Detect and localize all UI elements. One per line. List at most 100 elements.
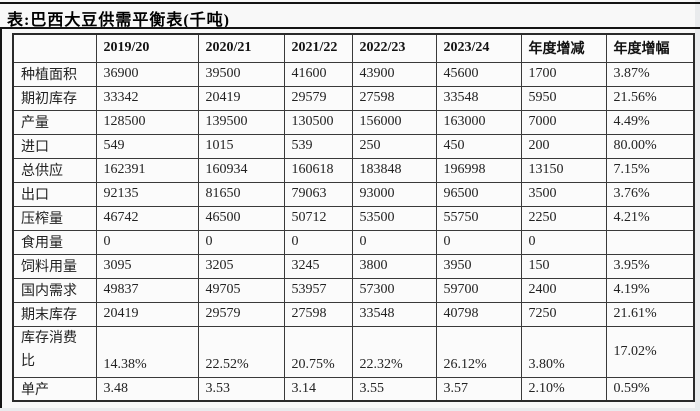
data-cell: 80.00%	[605, 133, 695, 159]
column-header: 年度增减	[520, 33, 607, 63]
row-label: 产量	[12, 109, 97, 135]
data-cell: 163000	[435, 109, 522, 135]
data-cell: 21.61%	[605, 301, 695, 327]
data-cell: 2.10%	[520, 376, 607, 402]
row-label: 进口	[12, 133, 97, 159]
data-cell: 0	[351, 229, 437, 255]
data-cell: 40798	[435, 301, 522, 327]
data-cell: 41600	[283, 61, 353, 87]
data-cell: 183848	[351, 157, 437, 183]
row-label: 食用量	[12, 229, 97, 255]
data-cell: 0	[197, 229, 285, 255]
data-cell: 162391	[95, 157, 199, 183]
header-row: 2019/20 2020/21 2021/22 2022/23 2023/24 年度增减年…	[12, 33, 695, 63]
row-label: 单产	[12, 376, 97, 402]
data-cell: 160618	[283, 157, 353, 183]
data-cell: 3.95%	[605, 253, 695, 279]
row-label: 压榨量	[12, 205, 97, 231]
data-cell: 46500	[197, 205, 285, 231]
data-cell: 53957	[283, 277, 353, 303]
data-cell: 33548	[435, 85, 522, 111]
left-border-line	[0, 28, 2, 408]
table-row: 单产 3.48 3.53 3.14 3.55 3.57 2.10% 0.59%	[12, 376, 695, 402]
data-cell: 50712	[283, 205, 353, 231]
data-cell: 29579	[283, 85, 353, 111]
row-label-header	[12, 33, 97, 63]
data-cell: 539	[283, 133, 353, 159]
data-cell: 59700	[435, 277, 522, 303]
data-cell: 27598	[283, 301, 353, 327]
data-cell: 26.12%	[435, 325, 522, 378]
data-cell: 7250	[520, 301, 607, 327]
data-cell: 2250	[520, 205, 607, 231]
table-header: 2019/20 2020/21 2021/22 2022/23 2023/24 年度增减年…	[12, 33, 695, 63]
data-cell: 2400	[520, 277, 607, 303]
data-cell: 3.57	[435, 376, 522, 402]
data-cell: 3095	[95, 253, 199, 279]
table-row: 期初库存 33342 20419 29579 27598 33548 5950 21.56%	[12, 85, 695, 111]
column-header: 2022/23	[351, 33, 437, 63]
data-cell: 200	[520, 133, 607, 159]
top-border-line	[0, 2, 700, 4]
data-cell: 7.15%	[605, 157, 695, 183]
data-cell: 3800	[351, 253, 437, 279]
data-cell: 130500	[283, 109, 353, 135]
data-cell: 93000	[351, 181, 437, 207]
data-cell: 79063	[283, 181, 353, 207]
data-cell: 20419	[95, 301, 199, 327]
table-row: 国内需求 49837 49705 53957 57300 59700 2400 4.19%	[12, 277, 695, 303]
data-cell: 250	[351, 133, 437, 159]
data-cell: 0.59%	[605, 376, 695, 402]
data-cell: 3245	[283, 253, 353, 279]
data-cell: 46742	[95, 205, 199, 231]
data-cell: 450	[435, 133, 522, 159]
data-cell: 4.21%	[605, 205, 695, 231]
table-body: 种植面积 36900 39500 41600 43900 45600 1700 3.87% 期初…	[12, 61, 695, 402]
table-row: 期末库存 20419 29579 27598 33548 40798 7250 21.61%	[12, 301, 695, 327]
table-row: 出口 92135 81650 79063 93000 96500 3500 3.76%	[12, 181, 695, 207]
data-cell: 14.38%	[95, 325, 199, 378]
table-row: 食用量 0 0 0 0 0 0	[12, 229, 695, 255]
table-row: 进口 549 1015 539 250 450 200 80.00%	[12, 133, 695, 159]
data-cell: 139500	[197, 109, 285, 135]
data-cell: 3500	[520, 181, 607, 207]
data-cell: 5950	[520, 85, 607, 111]
table-row: 压榨量 46742 46500 50712 53500 55750 2250 4.21%	[12, 205, 695, 231]
data-cell: 196998	[435, 157, 522, 183]
data-cell: 3.55	[351, 376, 437, 402]
data-cell: 1700	[520, 61, 607, 87]
table-title: 表:巴西大豆供需平衡表(千吨)	[7, 12, 230, 29]
data-cell: 39500	[197, 61, 285, 87]
data-cell: 1015	[197, 133, 285, 159]
data-cell: 57300	[351, 277, 437, 303]
data-cell: 160934	[197, 157, 285, 183]
supply-demand-balance-table: 2019/20 2020/21 2021/22 2022/23 2023/24 年度增减年…	[12, 33, 695, 402]
data-cell: 29579	[197, 301, 285, 327]
data-cell: 55750	[435, 205, 522, 231]
data-cell: 96500	[435, 181, 522, 207]
data-cell: 21.56%	[605, 85, 695, 111]
data-cell: 45600	[435, 61, 522, 87]
data-cell: 7000	[520, 109, 607, 135]
data-cell: 13150	[520, 157, 607, 183]
data-cell: 33342	[95, 85, 199, 111]
data-cell: 156000	[351, 109, 437, 135]
table-row: 库存消费比 14.38% 22.52% 20.75% 22.32% 26.12% 3.80%…	[12, 325, 695, 378]
data-cell: 549	[95, 133, 199, 159]
data-cell: 17.02%	[605, 325, 695, 378]
data-cell: 3.53	[197, 376, 285, 402]
row-label: 库存消费比	[12, 325, 97, 378]
data-cell: 92135	[95, 181, 199, 207]
data-cell	[605, 229, 695, 255]
data-cell: 53500	[351, 205, 437, 231]
table-row: 总供应 162391 160934 160618 183848 196998 13150 7.…	[12, 157, 695, 183]
column-header: 2020/21	[197, 33, 285, 63]
row-label: 出口	[12, 181, 97, 207]
data-cell: 4.19%	[605, 277, 695, 303]
data-cell: 22.32%	[351, 325, 437, 378]
data-cell: 4.49%	[605, 109, 695, 135]
row-label: 国内需求	[12, 277, 97, 303]
table-row: 饲料用量 3095 3205 3245 3800 3950 150 3.95%	[12, 253, 695, 279]
table-row: 产量 128500 139500 130500 156000 163000 7000 4.49…	[12, 109, 695, 135]
data-cell: 3950	[435, 253, 522, 279]
